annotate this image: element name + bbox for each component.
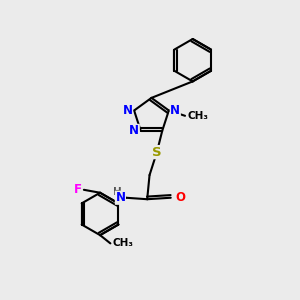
Text: S: S: [152, 146, 162, 159]
Text: N: N: [170, 104, 180, 117]
Text: N: N: [116, 191, 125, 204]
Text: O: O: [176, 191, 185, 204]
Text: CH₃: CH₃: [188, 111, 208, 121]
Text: CH₃: CH₃: [113, 238, 134, 248]
Text: N: N: [129, 124, 139, 137]
Text: H: H: [113, 188, 122, 197]
Text: F: F: [74, 183, 82, 196]
Text: N: N: [123, 104, 133, 117]
